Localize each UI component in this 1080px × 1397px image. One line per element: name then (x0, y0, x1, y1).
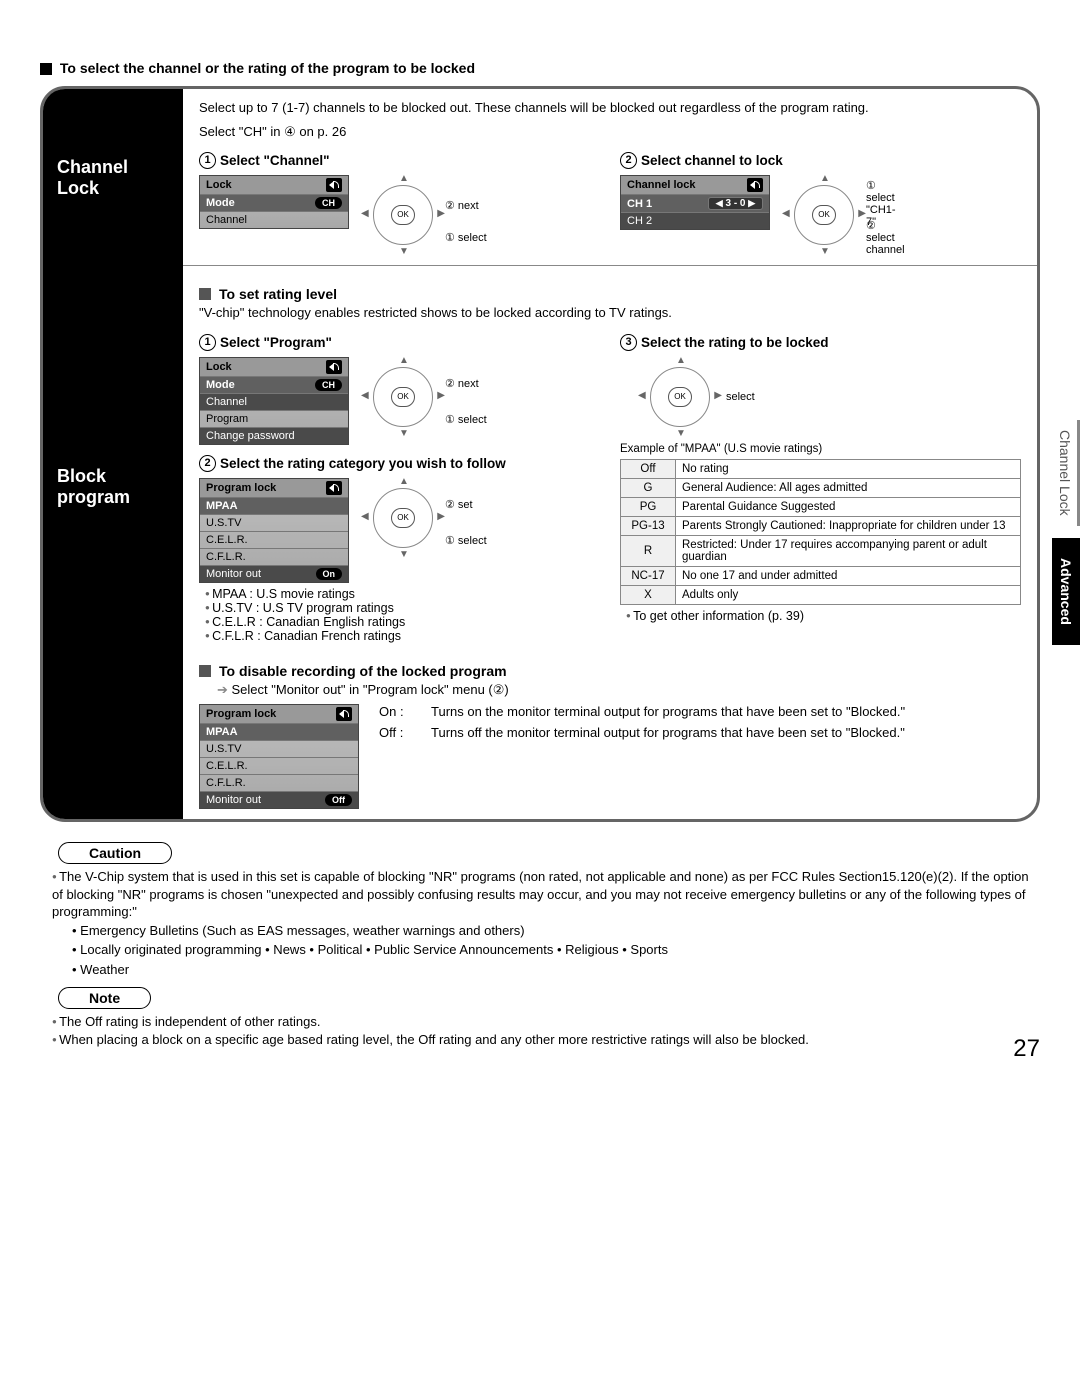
caution-bullets: • Emergency Bulletins (Such as EAS messa… (72, 921, 1040, 980)
bp-step2-num: 2 (199, 455, 216, 472)
dpad-2: OK ▲▼◀▶ ① select "CH1-7" ② select channe… (784, 175, 864, 255)
bp-step3-num: 3 (620, 334, 637, 351)
note-lines: The Off rating is independent of other r… (52, 1013, 1040, 1048)
caution-lead: The V-Chip system that is used in this s… (52, 869, 1029, 919)
on-tag: On : (379, 704, 419, 719)
square-bullet-icon (199, 665, 211, 677)
ok-button-icon: OK (391, 387, 415, 407)
bp-step1-text: Select "Program" (220, 335, 332, 350)
block-program-body: To set rating level "V-chip" technology … (183, 266, 1037, 819)
ok-button-icon: OK (812, 205, 836, 225)
on-off-descriptions: On : Turns on the monitor terminal output… (379, 704, 1021, 809)
dpad5-label-b: ① select (445, 534, 487, 547)
osd-program-lock-2: Program lockMPAAU.S.TVC.E.L.R.C.F.L.R.Mo… (199, 704, 359, 809)
dpad4-label-a: select (726, 391, 755, 403)
dpad-1: OK ▲▼◀▶ ② next ① select (363, 175, 443, 255)
ok-button-icon: OK (391, 508, 415, 528)
disable-sub: Select "Monitor out" in "Program lock" m… (217, 681, 1021, 699)
bp-step3-title: 3 Select the rating to be locked (620, 334, 1021, 351)
dpad5-label-a: ② set (445, 498, 473, 511)
square-bullet-icon (40, 63, 52, 75)
bp-step2-text: Select the rating category you wish to f… (220, 456, 506, 471)
channel-lock-label: Channel Lock (43, 89, 183, 266)
bp-step1-num: 1 (199, 334, 216, 351)
side-tab-channel-lock: Channel Lock (1052, 420, 1080, 526)
ok-button-icon: OK (391, 205, 415, 225)
disable-heading-text: To disable recording of the locked progr… (219, 663, 507, 679)
side-tabs: Channel Lock Advanced (1052, 420, 1080, 645)
caution-badge: Caution (58, 842, 172, 864)
note-badge: Note (58, 987, 151, 1009)
dpad1-label-a: ② next (445, 199, 479, 212)
step2-num: 2 (620, 152, 637, 169)
step1-title: 1 Select "Channel" (199, 152, 600, 169)
dpad1-label-b: ① select (445, 231, 487, 244)
set-rating-sub: "V-chip" technology enables restricted s… (199, 304, 1021, 322)
osd-channel-lock: Channel lockCH 1◀ 3 - 0 ▶CH 2 (620, 175, 770, 230)
square-bullet-icon (199, 288, 211, 300)
off-tag: Off : (379, 725, 419, 740)
osd-lock-1: LockModeCHChannel (199, 175, 349, 229)
bp-step2-title: 2 Select the rating category you wish to… (199, 455, 600, 472)
main-panel: Channel Lock Select up to 7 (1-7) channe… (40, 86, 1040, 822)
channel-lock-body: Select up to 7 (1-7) channels to be bloc… (183, 89, 1037, 266)
osd-lock-2: LockModeCHChannelProgramChange password (199, 357, 349, 445)
category-list: MPAA : U.S movie ratingsU.S.TV : U.S TV … (205, 587, 600, 643)
off-text: Turns off the monitor terminal output fo… (431, 725, 905, 740)
step1-text: Select "Channel" (220, 153, 330, 168)
page-number: 27 (1013, 1035, 1040, 1063)
osd-program-lock-1: Program lockMPAAU.S.TVC.E.L.R.C.F.L.R.Mo… (199, 478, 349, 583)
intro-text-2: Select "CH" in ④ on p. 26 (199, 123, 1021, 141)
page-heading: To select the channel or the rating of t… (40, 60, 1040, 76)
step2-title: 2 Select channel to lock (620, 152, 1021, 169)
block-program-label: Block program (43, 266, 183, 819)
dpad2-label-b: ② select channel (866, 219, 905, 256)
channel-lock-row: Channel Lock Select up to 7 (1-7) channe… (43, 89, 1037, 266)
mpaa-table: OffNo ratingGGeneral Audience: All ages … (620, 459, 1021, 605)
block-program-row: Block program To set rating level "V-chi… (43, 266, 1037, 819)
ok-button-icon: OK (668, 387, 692, 407)
set-rating-heading: To set rating level (199, 286, 1021, 302)
step2-text: Select channel to lock (641, 153, 783, 168)
mpaa-footer: To get other information (p. 39) (626, 609, 1021, 623)
mpaa-caption: Example of "MPAA" (U.S movie ratings) (620, 443, 1021, 455)
dpad3-label-a: ② next (445, 377, 479, 390)
caution-text: The V-Chip system that is used in this s… (52, 868, 1040, 979)
intro-text-1: Select up to 7 (1-7) channels to be bloc… (199, 99, 1021, 117)
dpad-5: OK ▲▼◀▶ ② set ① select (363, 478, 443, 558)
dpad-4: OK ▲▼◀▶ select (640, 357, 720, 437)
side-tab-advanced: Advanced (1052, 538, 1080, 645)
dpad-3: OK ▲▼◀▶ ② next ① select (363, 357, 443, 437)
set-rating-heading-text: To set rating level (219, 286, 337, 302)
bp-step3-text: Select the rating to be locked (641, 335, 829, 350)
step1-num: 1 (199, 152, 216, 169)
disable-heading: To disable recording of the locked progr… (199, 663, 1021, 679)
on-text: Turns on the monitor terminal output for… (431, 704, 905, 719)
dpad3-label-b: ① select (445, 413, 487, 426)
bp-step1-title: 1 Select "Program" (199, 334, 600, 351)
page-heading-text: To select the channel or the rating of t… (60, 60, 475, 76)
